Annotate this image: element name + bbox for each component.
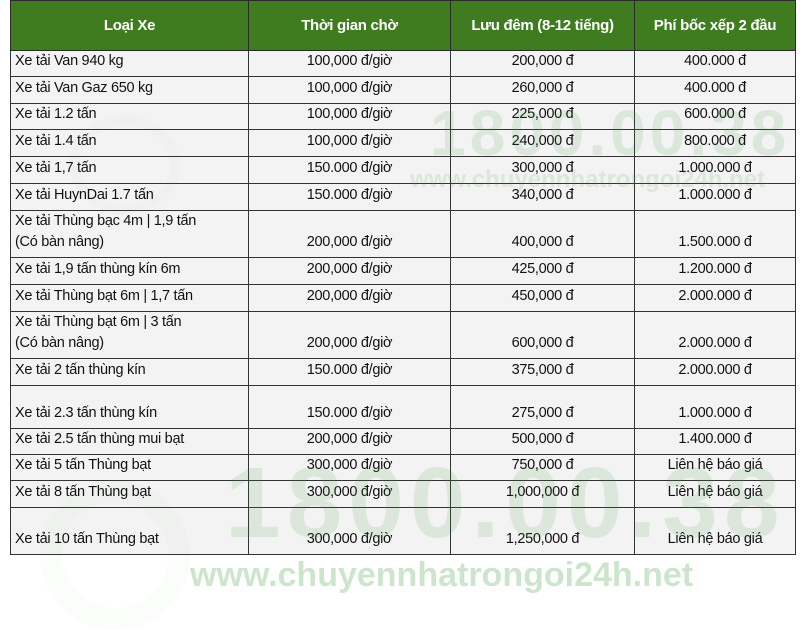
overnight-cell: 450,000 đ xyxy=(450,284,635,312)
loading-fee-cell: 2.000.000 đ xyxy=(634,311,796,359)
overnight-cell: 225,000 đ xyxy=(450,103,635,130)
overnight-cell: 200,000 đ xyxy=(450,50,635,77)
waiting-time-cell: 200,000 đ/giờ xyxy=(248,311,451,359)
overnight-cell: 340,000 đ xyxy=(450,183,635,211)
table-row: Xe tải 2.3 tấn thùng kín 150.000 đ/giờ 275… xyxy=(10,385,796,429)
loading-fee-cell: 1.400.000 đ xyxy=(634,428,796,455)
overnight-cell: 375,000 đ xyxy=(450,358,635,386)
vehicle-type-cell: Xe tải 1.2 tấn xyxy=(10,103,249,130)
loading-fee-cell: 600.000 đ xyxy=(634,103,796,130)
header-waiting-time: Thời gian chờ xyxy=(248,0,451,51)
waiting-time-cell: 300,000 đ/giờ xyxy=(248,454,451,481)
waiting-time-cell: 100,000 đ/giờ xyxy=(248,50,451,77)
vehicle-type-cell: Xe tải 1,9 tấn thùng kín 6m xyxy=(10,257,249,285)
waiting-time-cell: 150.000 đ/giờ xyxy=(248,358,451,386)
table-row: Xe tải 10 tấn Thùng bạt 300,000 đ/giờ 1,25… xyxy=(10,507,796,555)
overnight-cell: 1,250,000 đ xyxy=(450,507,635,555)
vehicle-type-cell: Xe tải Van Gaz 650 kg xyxy=(10,76,249,104)
vehicle-type-cell: Xe tải 1.4 tấn xyxy=(10,129,249,157)
header-vehicle-type: Loại Xe xyxy=(10,0,249,51)
overnight-cell: 240,000 đ xyxy=(450,129,635,157)
vehicle-type-cell: Xe tải 2 tấn thùng kín xyxy=(10,358,249,386)
url-watermark-large: www.chuyennhatrongoi24h.net xyxy=(190,556,694,594)
table-row: Xe tải Thùng bạt 6m | 1,7 tấn 200,000 đ/g… xyxy=(10,284,796,312)
vehicle-type-cell: Xe tải Van 940 kg xyxy=(10,50,249,77)
overnight-cell: 300,000 đ xyxy=(450,156,635,184)
vehicle-type-cell: Xe tải Thùng bạt 6m | 3 tấn (Có bàn nâng… xyxy=(10,311,249,359)
loading-fee-cell: Liên hệ báo giá xyxy=(634,480,796,508)
table-row: Xe tải HuynDai 1.7 tấn 150.000 đ/giờ 340,0… xyxy=(10,183,796,211)
table-row: Xe tải Thùng bạt 6m | 3 tấn (Có bàn nâng… xyxy=(10,311,796,359)
waiting-time-cell: 100,000 đ/giờ xyxy=(248,129,451,157)
table-row: Xe tải 1.4 tấn 100,000 đ/giờ 240,000 đ 800.… xyxy=(10,129,796,157)
overnight-cell: 500,000 đ xyxy=(450,428,635,455)
vehicle-type-cell: Xe tải 5 tấn Thùng bạt xyxy=(10,454,249,481)
vehicle-type-cell: Xe tải 2.5 tấn thùng mui bạt xyxy=(10,428,249,455)
overnight-cell: 400,000 đ xyxy=(450,210,635,258)
vehicle-type-cell: Xe tải 8 tấn Thùng bạt xyxy=(10,480,249,508)
vehicle-type-cell: Xe tải 2.3 tấn thùng kín xyxy=(10,385,249,429)
waiting-time-cell: 300,000 đ/giờ xyxy=(248,480,451,508)
loading-fee-cell: 2.000.000 đ xyxy=(634,284,796,312)
waiting-time-cell: 200,000 đ/giờ xyxy=(248,210,451,258)
loading-fee-cell: 1.000.000 đ xyxy=(634,385,796,429)
loading-fee-cell: 400.000 đ xyxy=(634,50,796,77)
table-row: Xe tải 2 tấn thùng kín 150.000 đ/giờ 375,0… xyxy=(10,358,796,386)
table-row: Xe tải 1.2 tấn 100,000 đ/giờ 225,000 đ 600.… xyxy=(10,103,796,130)
overnight-cell: 260,000 đ xyxy=(450,76,635,104)
loading-fee-cell: 2.000.000 đ xyxy=(634,358,796,386)
table-row: Xe tải 2.5 tấn thùng mui bạt 200,000 đ/gi… xyxy=(10,428,796,455)
vehicle-type-cell: Xe tải 10 tấn Thùng bạt xyxy=(10,507,249,555)
waiting-time-cell: 100,000 đ/giờ xyxy=(248,103,451,130)
waiting-time-cell: 200,000 đ/giờ xyxy=(248,257,451,285)
overnight-cell: 425,000 đ xyxy=(450,257,635,285)
waiting-time-cell: 100,000 đ/giờ xyxy=(248,76,451,104)
loading-fee-cell: 1.000.000 đ xyxy=(634,183,796,211)
price-table: Loại Xe Thời gian chờ Lưu đêm (8-12 tiến… xyxy=(10,0,796,555)
header-loading-fee: Phí bốc xếp 2 đầu xyxy=(634,0,796,51)
loading-fee-cell: 800.000 đ xyxy=(634,129,796,157)
loading-fee-cell: 1.000.000 đ xyxy=(634,156,796,184)
waiting-time-cell: 200,000 đ/giờ xyxy=(248,284,451,312)
waiting-time-cell: 150.000 đ/giờ xyxy=(248,156,451,184)
overnight-cell: 600,000 đ xyxy=(450,311,635,359)
waiting-time-cell: 300,000 đ/giờ xyxy=(248,507,451,555)
vehicle-type-cell: Xe tải Thùng bạc 4m | 1,9 tấn (Có bàn nâ… xyxy=(10,210,249,258)
header-overnight: Lưu đêm (8-12 tiếng) xyxy=(450,0,635,51)
header-row: Loại Xe Thời gian chờ Lưu đêm (8-12 tiến… xyxy=(10,0,796,51)
vehicle-type-cell: Xe tải Thùng bạt 6m | 1,7 tấn xyxy=(10,284,249,312)
loading-fee-cell: 400.000 đ xyxy=(634,76,796,104)
waiting-time-cell: 150.000 đ/giờ xyxy=(248,183,451,211)
vehicle-type-cell: Xe tải HuynDai 1.7 tấn xyxy=(10,183,249,211)
table-row: Xe tải 1,9 tấn thùng kín 6m 200,000 đ/giờ… xyxy=(10,257,796,285)
vehicle-type-cell: Xe tải 1,7 tấn xyxy=(10,156,249,184)
loading-fee-cell: 1.200.000 đ xyxy=(634,257,796,285)
overnight-cell: 750,000 đ xyxy=(450,454,635,481)
loading-fee-cell: Liên hệ báo giá xyxy=(634,507,796,555)
overnight-cell: 275,000 đ xyxy=(450,385,635,429)
table-row: Xe tải Van Gaz 650 kg 100,000 đ/giờ 260,00… xyxy=(10,76,796,104)
waiting-time-cell: 200,000 đ/giờ xyxy=(248,428,451,455)
table-row: Xe tải 1,7 tấn 150.000 đ/giờ 300,000 đ 1.00… xyxy=(10,156,796,184)
table-row: Xe tải Thùng bạc 4m | 1,9 tấn (Có bàn nâ… xyxy=(10,210,796,258)
loading-fee-cell: 1.500.000 đ xyxy=(634,210,796,258)
table-row: Xe tải 8 tấn Thùng bạt 300,000 đ/giờ 1,000… xyxy=(10,480,796,508)
table-row: Xe tải 5 tấn Thùng bạt 300,000 đ/giờ 750,0… xyxy=(10,454,796,481)
overnight-cell: 1,000,000 đ xyxy=(450,480,635,508)
loading-fee-cell: Liên hệ báo giá xyxy=(634,454,796,481)
waiting-time-cell: 150.000 đ/giờ xyxy=(248,385,451,429)
